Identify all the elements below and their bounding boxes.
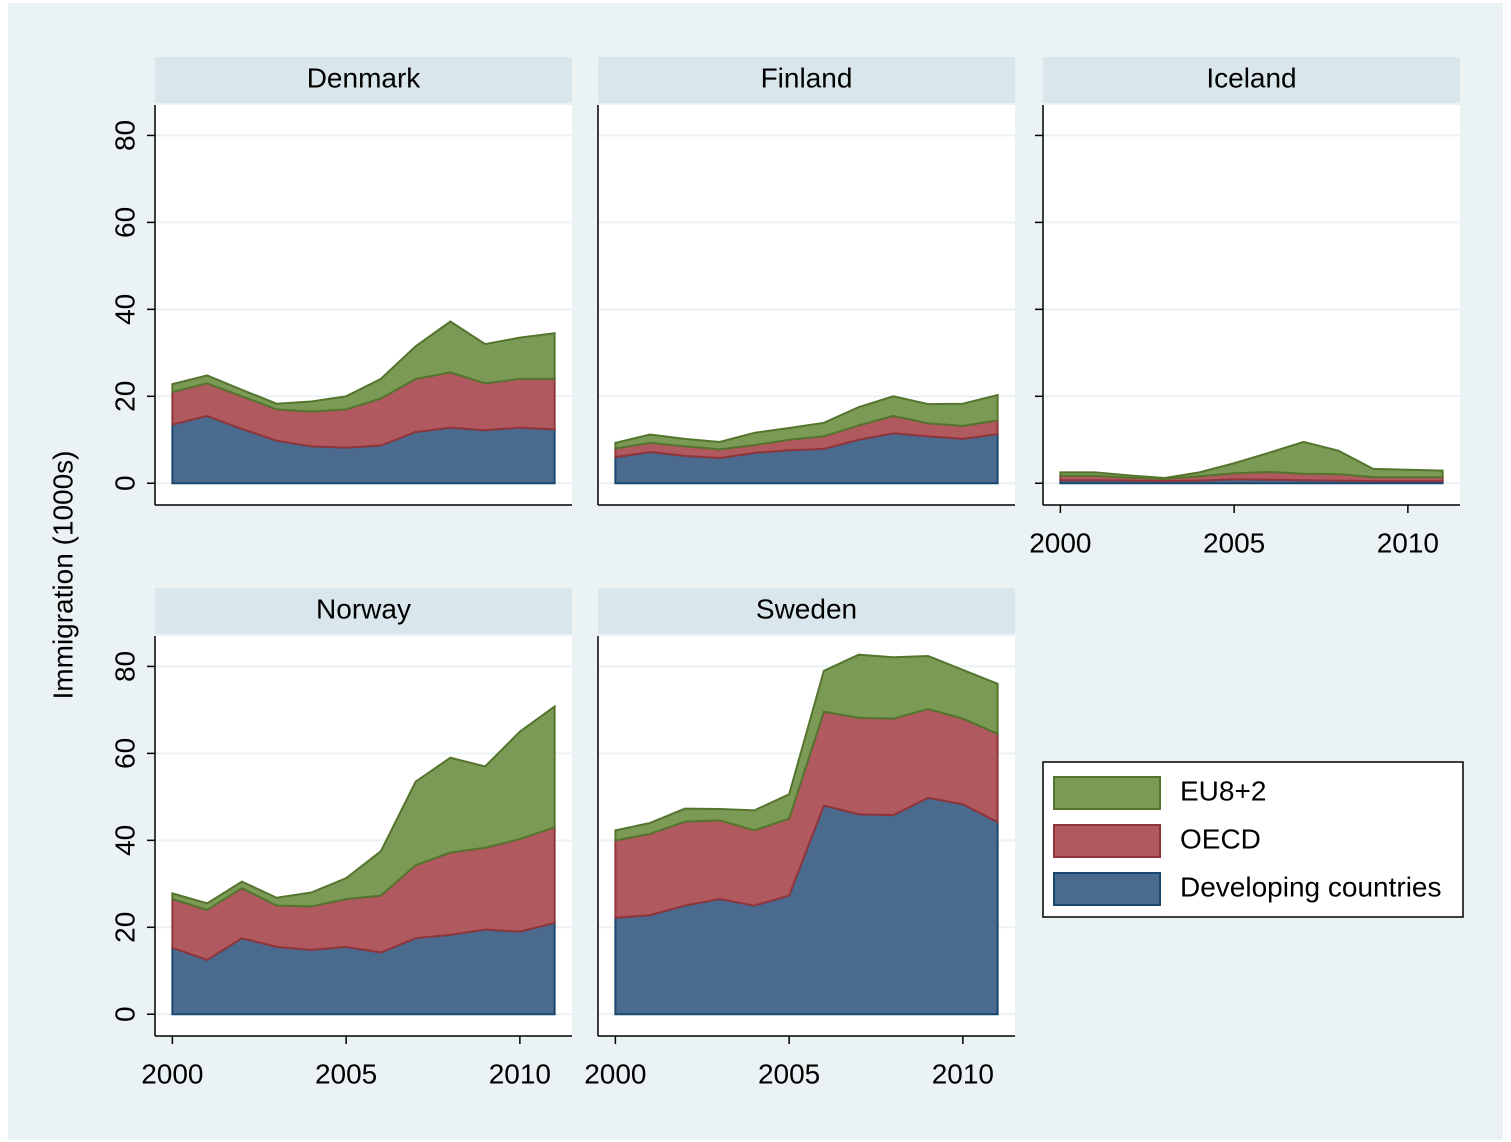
plot-background	[1043, 105, 1460, 505]
area	[1059, 440, 1444, 480]
legend-swatch	[1053, 872, 1161, 906]
x-tick-label: 2005	[758, 1058, 820, 1089]
y-tick-label: 60	[109, 738, 140, 769]
x-tick-label: 2000	[584, 1058, 646, 1089]
y-tick-label: 60	[109, 207, 140, 238]
y-axis-label: Immigration (1000s)	[47, 451, 78, 700]
area	[614, 393, 999, 451]
legend-swatch	[1053, 824, 1161, 858]
panel-title: Finland	[761, 62, 853, 93]
y-tick-label: 80	[109, 651, 140, 682]
area	[614, 653, 999, 842]
y-tick-label: 20	[109, 381, 140, 412]
panel-header	[598, 57, 1015, 103]
x-tick-label: 2010	[489, 1058, 551, 1089]
area	[171, 704, 556, 912]
x-tick-label: 2010	[1377, 527, 1439, 558]
y-tick-label: 20	[109, 912, 140, 943]
x-tick-label: 2010	[932, 1058, 994, 1089]
y-tick-label: 0	[109, 475, 140, 491]
y-tick-label: 40	[109, 825, 140, 856]
y-tick-label: 80	[109, 120, 140, 151]
panel-title: Norway	[316, 593, 411, 624]
panel-header	[1043, 57, 1460, 103]
x-tick-label: 2005	[315, 1058, 377, 1089]
legend-label: EU8+2	[1180, 775, 1266, 806]
panel-header	[598, 588, 1015, 634]
legend-label: Developing countries	[1180, 871, 1442, 902]
y-tick-label: 40	[109, 294, 140, 325]
y-tick-label: 0	[109, 1006, 140, 1022]
x-tick-label: 2000	[141, 1058, 203, 1089]
panel-title: Sweden	[756, 593, 857, 624]
panel-title: Denmark	[307, 62, 422, 93]
panel-header	[155, 57, 572, 103]
panel-title: Iceland	[1206, 62, 1296, 93]
x-tick-label: 2000	[1029, 527, 1091, 558]
panel-header	[155, 588, 572, 634]
x-tick-label: 2005	[1203, 527, 1265, 558]
legend-swatch	[1053, 776, 1161, 810]
area	[171, 320, 556, 413]
legend-label: OECD	[1180, 823, 1261, 854]
